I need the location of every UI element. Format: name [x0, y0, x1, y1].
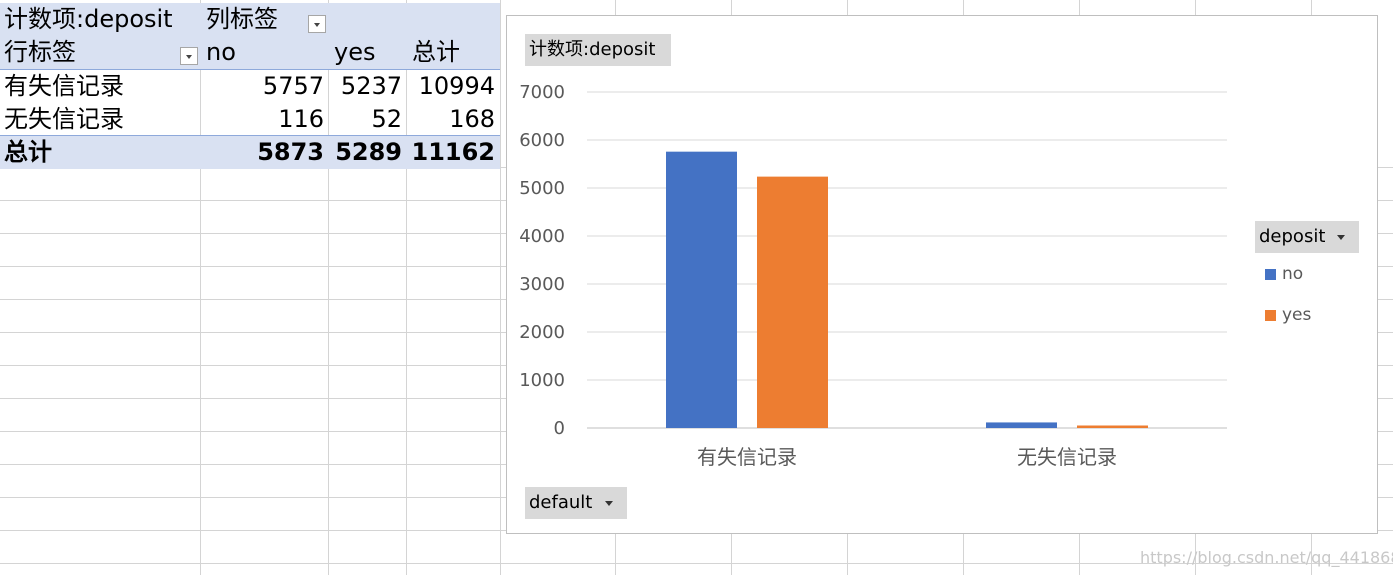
- grand-total-no[interactable]: 5873: [257, 138, 324, 166]
- table-row: 有失信记录 5757 5237 10994: [0, 70, 500, 103]
- column-filter-dropdown-icon[interactable]: [308, 15, 326, 33]
- cell-no[interactable]: 116: [278, 105, 324, 133]
- row-labels-header: 行标签: [4, 38, 76, 66]
- pivot-title-row: 计数项:deposit 列标签: [0, 3, 500, 36]
- bar-no: [666, 151, 737, 428]
- bar-yes: [1077, 425, 1148, 428]
- y-tick-label: 1000: [519, 370, 565, 391]
- grand-total-row: 总计 5873 5289 11162: [0, 135, 500, 169]
- grand-total-label[interactable]: 总计: [4, 138, 52, 166]
- pivot-table: 计数项:deposit 列标签 行标签 no yes 总计 有失信记录 5757…: [0, 0, 500, 169]
- col-header-total: 总计: [412, 38, 460, 66]
- x-category-label: 有失信记录: [697, 445, 797, 469]
- y-tick-label: 0: [554, 418, 565, 439]
- legend-label-yes: yes: [1282, 305, 1312, 325]
- value-field-label: 计数项:deposit: [529, 39, 656, 60]
- legend-field-button[interactable]: deposit: [1255, 221, 1359, 253]
- axis-field-button[interactable]: default: [525, 487, 627, 519]
- row-label[interactable]: 无失信记录: [4, 105, 124, 133]
- y-tick-label: 2000: [519, 322, 565, 343]
- grand-total-yes[interactable]: 5289: [335, 138, 402, 166]
- column-labels-header: 列标签: [206, 5, 278, 33]
- y-tick-label: 5000: [519, 178, 565, 199]
- cell-yes[interactable]: 5237: [340, 72, 402, 100]
- pivot-value-field[interactable]: 计数项:deposit: [4, 5, 173, 33]
- y-tick-label: 3000: [519, 274, 565, 295]
- cell-total[interactable]: 10994: [418, 72, 495, 100]
- chevron-down-icon: [1337, 235, 1345, 240]
- value-field-button[interactable]: 计数项:deposit: [525, 34, 671, 66]
- pivot-header-row: 行标签 no yes 总计: [0, 36, 500, 70]
- y-tick-label: 6000: [519, 130, 565, 151]
- pivot-chart[interactable]: 0 1000 2000 3000 4000 5000 6000 7000 有失信记录 无失信记录 …: [506, 15, 1378, 534]
- row-filter-dropdown-icon[interactable]: [180, 47, 198, 65]
- bar-yes: [757, 176, 828, 428]
- y-tick-label: 7000: [519, 82, 565, 103]
- axis-field-label: default: [529, 492, 593, 513]
- table-row: 无失信记录 116 52 168: [0, 103, 500, 136]
- watermark: https://blog.csdn.net/qq_44186838: [1140, 548, 1393, 567]
- col-header-yes: yes: [334, 38, 376, 66]
- chart-plot-area: 0 1000 2000 3000 4000 5000 6000 7000 有失信记录 无失信记录: [519, 82, 1227, 469]
- bar-no: [986, 422, 1057, 428]
- legend-label-no: no: [1282, 264, 1304, 284]
- chevron-down-icon: [605, 501, 613, 506]
- x-category-label: 无失信记录: [1017, 445, 1117, 469]
- legend-field-label: deposit: [1259, 226, 1326, 247]
- grand-total-total[interactable]: 11162: [411, 138, 496, 166]
- cell-yes[interactable]: 52: [371, 105, 402, 133]
- legend-swatch-yes: [1265, 310, 1276, 321]
- col-header-no: no: [206, 38, 236, 66]
- legend-swatch-no: [1265, 269, 1276, 280]
- cell-total[interactable]: 168: [449, 105, 495, 133]
- cell-no[interactable]: 5757: [262, 72, 324, 100]
- y-tick-label: 4000: [519, 226, 565, 247]
- row-label[interactable]: 有失信记录: [4, 72, 124, 100]
